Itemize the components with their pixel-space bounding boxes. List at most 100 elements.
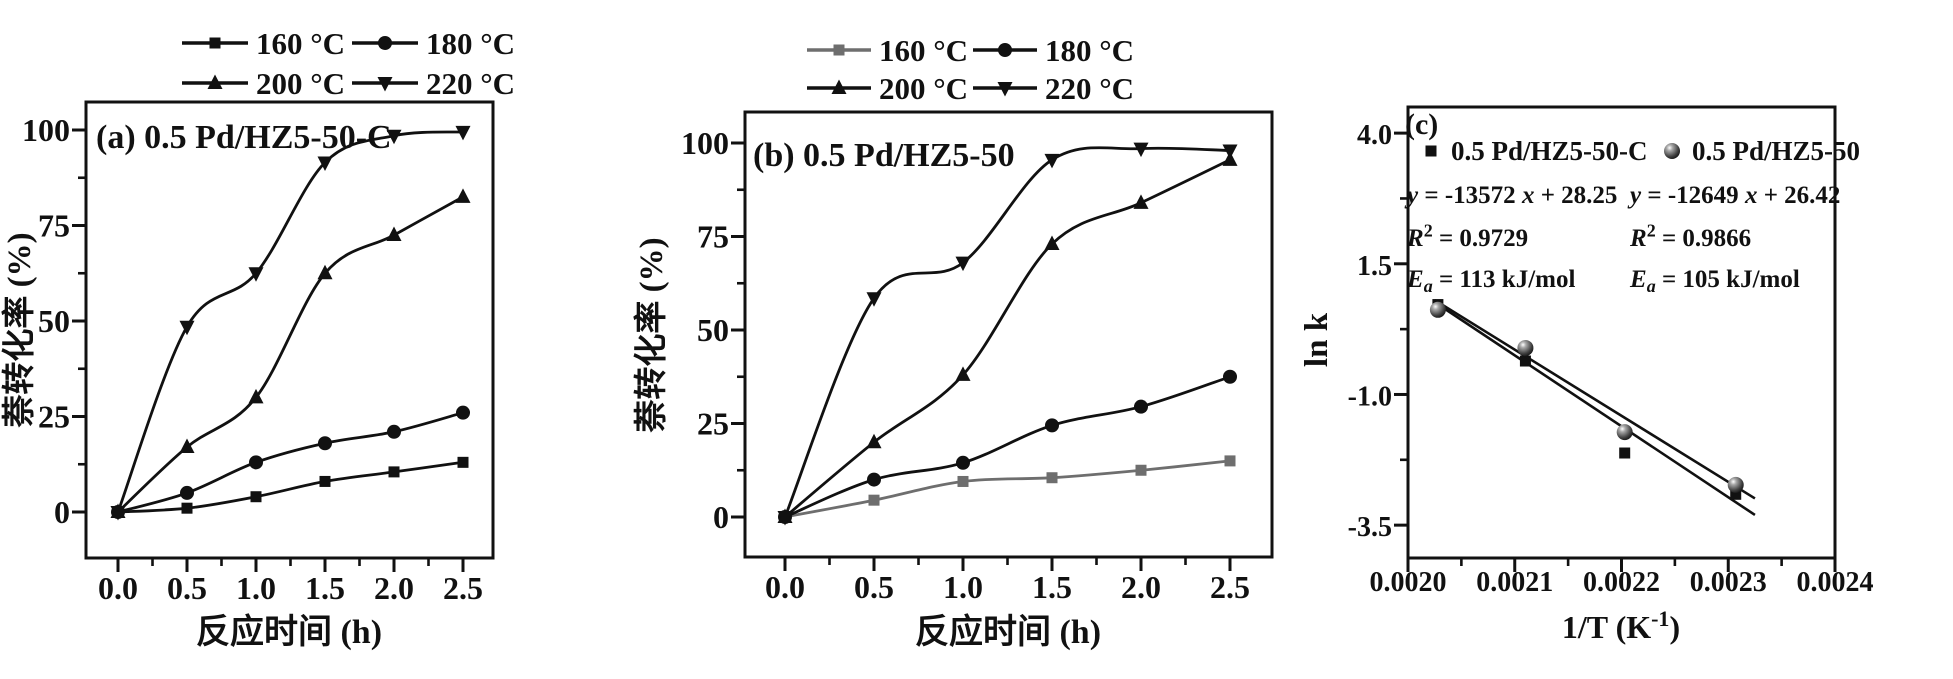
legend-label: 0.5 Pd/HZ5-50-C xyxy=(1451,136,1648,166)
activation-energy: Ea = 105 kJ/mol xyxy=(1629,266,1800,296)
panel-a-conversion-chart: 0.0 0.5 1.0 1.5 2.0 2.5 0 25 50 75 100 反应时间 (h) 萘转化率… xyxy=(0,0,620,679)
triangle-down-marker xyxy=(248,267,264,282)
circle-marker xyxy=(456,405,470,420)
y-axis-title: ln k xyxy=(1300,312,1335,367)
triangle-down-marker xyxy=(179,320,195,336)
legend-square-marker xyxy=(833,44,845,56)
square-marker xyxy=(957,475,969,487)
legend-label: 180 °C xyxy=(426,26,515,61)
series-line xyxy=(116,130,464,513)
square-marker xyxy=(250,491,262,503)
plot-frame xyxy=(1406,105,1837,560)
square-marker xyxy=(457,456,469,468)
triangle-down-marker xyxy=(317,156,333,171)
x-tick-label: 2.0 xyxy=(374,570,414,606)
x-tick-label: 1.5 xyxy=(1032,569,1072,605)
legend-circle-marker xyxy=(378,36,392,50)
triangle-down-marker xyxy=(110,506,126,521)
y-tick-label: 25 xyxy=(697,406,729,442)
square-marker xyxy=(868,494,880,506)
y-tick-label: 75 xyxy=(697,219,729,255)
circle-marker xyxy=(180,485,194,500)
triangle-up-marker xyxy=(248,388,264,404)
legend-label: 200 °C xyxy=(879,71,968,106)
triangle-up-marker xyxy=(386,226,402,242)
triangle-down-marker xyxy=(866,292,882,307)
x-axis-title: 1/T (K-1) xyxy=(1562,606,1680,645)
x-axis-title: 反应时间 (h) xyxy=(915,613,1101,651)
square-marker xyxy=(1619,447,1631,459)
triangle-up-marker xyxy=(455,188,471,203)
sphere-marker xyxy=(1616,424,1633,441)
x-tick-label: 0.0021 xyxy=(1476,567,1553,598)
legend-triangle-up-marker xyxy=(831,79,847,94)
sphere-marker xyxy=(1517,339,1534,356)
x-tick-label: 2.0 xyxy=(1121,569,1161,605)
y-tick-label: 100 xyxy=(22,112,70,148)
y-tick-label: 100 xyxy=(681,125,729,161)
chart-svg-a: 0.0 0.5 1.0 1.5 2.0 2.5 0 25 50 75 100 反应时间 (h) 萘转化率… xyxy=(1,26,515,651)
legend-label: 220 °C xyxy=(1045,71,1134,106)
panel-c-arrhenius-chart: 0.0020 0.0021 0.0022 0.0023 0.0024 4.0 1.5 -1.0… xyxy=(1299,0,1953,679)
sphere-marker xyxy=(1727,476,1744,493)
y-tick-label: 4.0 xyxy=(1357,120,1392,151)
legend-label: 160 °C xyxy=(256,26,345,61)
x-axis-title: 反应时间 (h) xyxy=(196,613,382,651)
y-tick-label: 50 xyxy=(697,312,729,348)
circle-marker xyxy=(956,455,970,470)
y-tick-label: 50 xyxy=(38,303,70,339)
series-line xyxy=(117,195,464,514)
x-tick-label: 1.0 xyxy=(236,570,276,606)
panel-b-conversion-chart: 0.0 0.5 1.0 1.5 2.0 2.5 0 25 50 75 100 反应时间 (h) 萘转化率… xyxy=(620,0,1300,679)
fit-equation: y = -12649 x + 26.42 xyxy=(1627,182,1840,209)
legend-label: 200 °C xyxy=(256,66,345,101)
chart-svg-c: 0.0020 0.0021 0.0022 0.0023 0.0024 4.0 1.5 -1.0… xyxy=(1299,105,1874,645)
legend-sphere-marker xyxy=(1664,143,1680,159)
x-tick-label: 1.5 xyxy=(305,570,345,606)
legend-square-marker xyxy=(1425,145,1437,157)
y-tick-label: 1.5 xyxy=(1357,251,1392,282)
circle-marker xyxy=(318,436,332,451)
y-tick-label: 75 xyxy=(38,208,70,244)
fit-r-squared: R2 = 0.9866 xyxy=(1629,221,1751,253)
x-tick-label: 1.0 xyxy=(943,569,983,605)
triangle-up-marker xyxy=(317,264,333,280)
series-line xyxy=(784,375,1231,519)
fit-r-squared: R2 = 0.9729 xyxy=(1406,221,1528,253)
x-tick-label: 0.0020 xyxy=(1370,567,1447,598)
circle-marker xyxy=(1134,399,1148,414)
fit-line xyxy=(1434,298,1756,500)
fit-line xyxy=(1433,301,1756,517)
activation-energy: Ea = 113 kJ/mol xyxy=(1406,266,1575,296)
y-tick-label: 0 xyxy=(54,494,70,530)
x-tick-label: 0.0 xyxy=(765,569,805,605)
circle-marker xyxy=(867,472,881,487)
legend-triangle-up-marker xyxy=(207,74,223,89)
panel-title: (b) 0.5 Pd/HZ5-50 xyxy=(753,137,1015,174)
square-marker xyxy=(1046,472,1058,484)
x-tick-label: 2.5 xyxy=(443,570,483,606)
circle-marker xyxy=(1045,418,1059,433)
x-tick-label: 0.5 xyxy=(854,569,894,605)
y-tick-label: -1.0 xyxy=(1348,381,1392,412)
triangle-down-marker xyxy=(1044,153,1060,169)
triangle-down-marker xyxy=(955,256,971,272)
square-marker xyxy=(319,475,331,487)
y-tick-label: 25 xyxy=(38,399,70,435)
legend-triangle-down-marker xyxy=(377,77,393,92)
legend-label: 180 °C xyxy=(1045,33,1134,68)
chart-svg-b: 0.0 0.5 1.0 1.5 2.0 2.5 0 25 50 75 100 反应时间 (h) 萘转化率… xyxy=(633,33,1274,651)
y-tick-label: 0 xyxy=(713,499,729,535)
triangle-up-marker xyxy=(866,433,882,449)
triangle-down-marker xyxy=(1133,142,1149,158)
legend-label: 220 °C xyxy=(426,66,515,101)
fit-equation: y = -13572 x + 28.25 xyxy=(1404,182,1617,209)
x-tick-label: 0.0 xyxy=(98,570,138,606)
sphere-marker xyxy=(1429,301,1446,318)
legend-label: 160 °C xyxy=(879,33,968,68)
square-marker xyxy=(388,466,400,478)
panel-title: (c) xyxy=(1405,108,1438,141)
square-marker xyxy=(1519,355,1531,367)
triangle-down-marker xyxy=(1222,144,1238,159)
series-line xyxy=(784,459,1231,519)
